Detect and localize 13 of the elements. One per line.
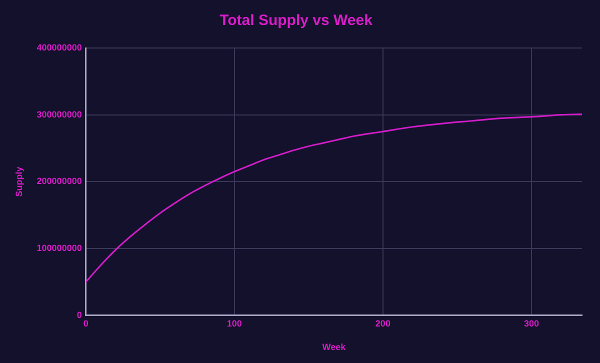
y-tick-label: 200000000 [36, 176, 82, 186]
x-tick-label: 0 [83, 318, 88, 328]
line-series [86, 113, 582, 283]
x-tick-label: 200 [375, 318, 390, 328]
y-tick-label: 0 [76, 310, 82, 320]
x-tick-label: 100 [226, 318, 242, 328]
y-tick-label: 300000000 [36, 109, 82, 120]
y-tick-label: 100000000 [36, 243, 82, 254]
y-tick-label: 400000000 [36, 42, 82, 52]
chart-title: Total Supply vs Week [220, 12, 374, 30]
y-axis-title: Supply [14, 166, 24, 197]
x-tick-label: 300 [524, 318, 540, 328]
x-axis-title: Week [322, 342, 347, 352]
